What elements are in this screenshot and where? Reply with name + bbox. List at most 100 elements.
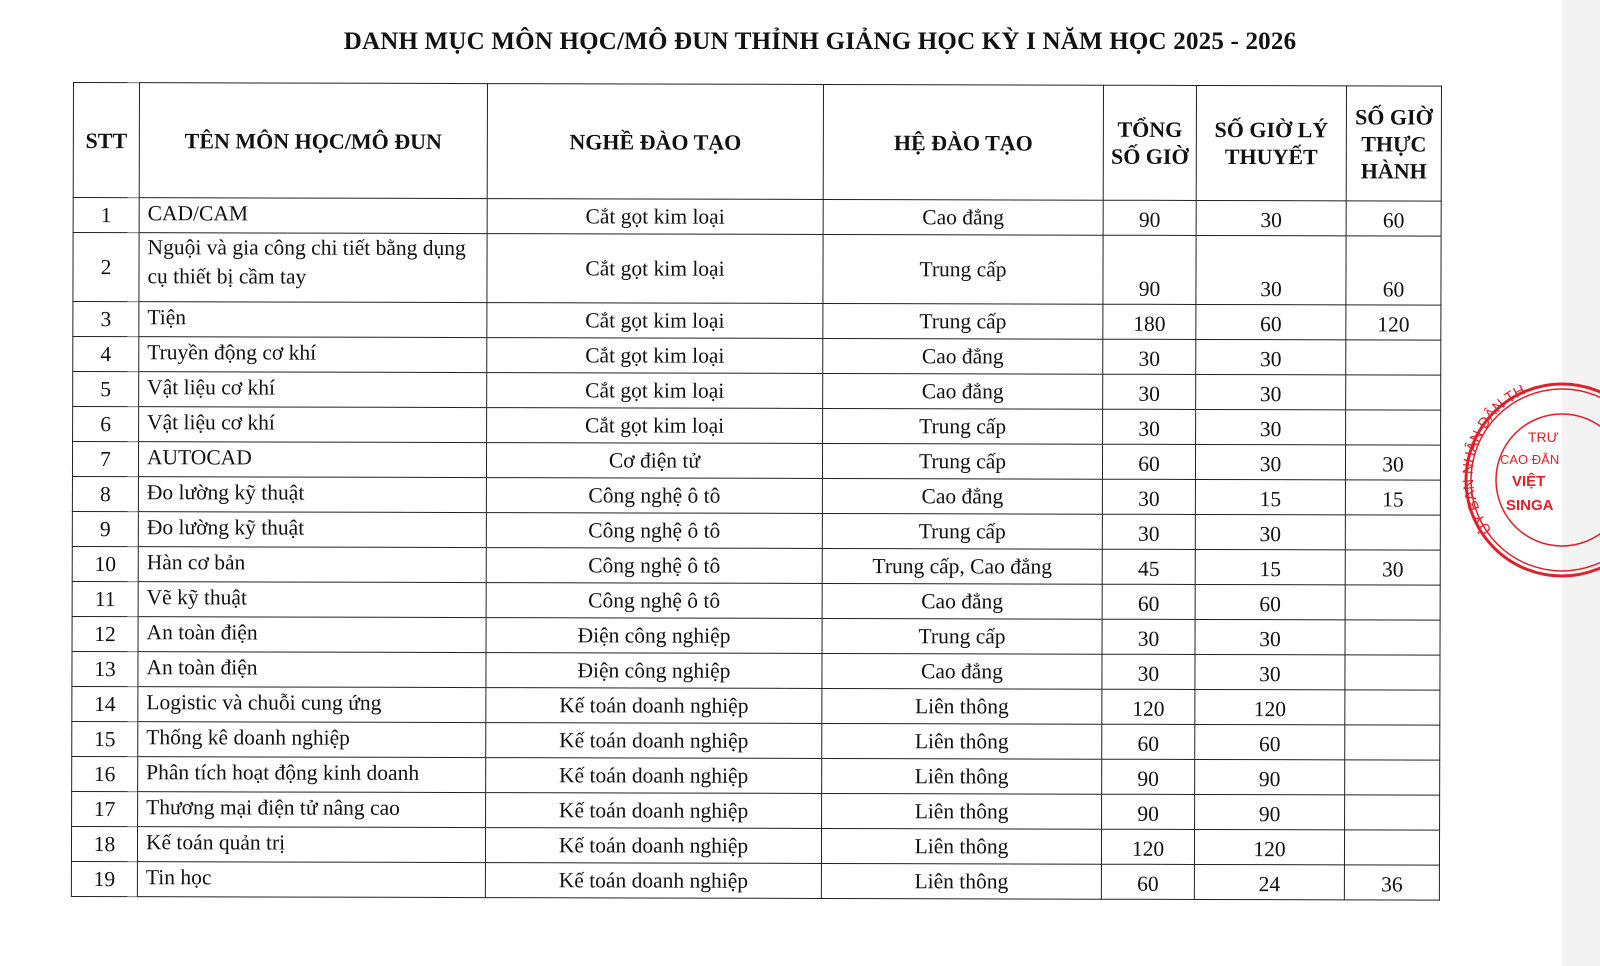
cell-total-hours: 30 [1102,479,1196,515]
cell-theory-hours: 30 [1195,339,1346,375]
cell-training-level: Liên thông [821,758,1102,795]
cell-row-number: 19 [71,861,138,897]
cell-total-hours: 90 [1103,200,1197,236]
table-row: 17 Thương mại điện tử nâng cao Kế toán doa… [71,791,1440,831]
cell-practice-hours [1345,409,1441,446]
cell-training-field: Công nghệ ô tô [486,477,823,514]
cell-training-field: Cơ điện tử [486,442,823,479]
cell-total-hours: 90 [1102,235,1197,305]
cell-theory-hours: 15 [1195,549,1346,585]
cell-theory-hours: 15 [1195,479,1346,515]
cell-training-level: Liên thông [821,828,1102,865]
header-practice-hours: SỐ GIỜ THỰC HÀNH [1346,85,1442,202]
table-row: 3 Tiện Cắt gọt kim loại Trung cấp 180 60 120 [72,301,1441,341]
cell-total-hours: 90 [1101,794,1195,830]
cell-row-number: 5 [72,371,139,407]
cell-subject-name: CAD/CAM [139,197,488,234]
cell-subject-name: Thương mại điện tử nâng cao [137,791,486,828]
cell-practice-hours: 120 [1345,304,1441,341]
table-row: 11 Vẽ kỹ thuật Công nghệ ô tô Cao đẳng 60 60 [72,581,1441,621]
cell-row-number: 13 [71,651,139,687]
cell-total-hours: 180 [1102,304,1196,340]
header-training-field: NGHỀ ĐÀO TẠO [487,83,824,200]
cell-training-field: Công nghệ ô tô [486,547,823,584]
cell-total-hours: 30 [1102,619,1196,655]
cell-training-level: Liên thông [821,688,1102,725]
official-stamp: ỦY BAN NHÂN DÂN TH TRƯ CAO ĐẲN VIỆT SING… [1462,382,1600,578]
cell-total-hours: 45 [1102,549,1196,585]
cell-training-field: Kế toán doanh nghiệp [485,757,822,794]
cell-theory-hours: 120 [1194,689,1345,725]
cell-training-field: Điện công nghiệp [485,652,823,689]
scan-edge [1562,0,1600,966]
cell-subject-name: Đo lường kỹ thuật [138,511,487,548]
cell-training-level: Trung cấp [822,618,1103,655]
cell-practice-hours [1345,514,1441,551]
cell-practice-hours [1344,724,1440,761]
cell-practice-hours [1344,759,1440,796]
cell-training-level: Liên thông [821,793,1102,830]
cell-total-hours: 60 [1101,864,1195,900]
cell-total-hours: 30 [1102,409,1196,445]
cell-row-number: 8 [72,476,139,512]
cell-row-number: 12 [72,616,139,652]
cell-training-field: Kế toán doanh nghiệp [485,792,822,829]
cell-subject-name: Đo lường kỹ thuật [138,476,487,513]
cell-subject-name: Thống kê doanh nghiệp [137,721,486,758]
cell-training-level: Cao đẳng [822,583,1103,620]
table-row: 14 Logistic và chuỗi cung ứng Kế toán doan… [71,686,1440,726]
cell-subject-name: Tiện [138,301,487,338]
cell-subject-name: AUTOCAD [138,441,487,478]
cell-row-number: 17 [71,791,138,827]
cell-row-number: 10 [72,546,139,582]
cell-total-hours: 30 [1102,514,1196,550]
cell-practice-hours [1344,829,1440,866]
cell-training-level: Trung cấp [822,408,1103,445]
table-row: 19 Tin học Kế toán doanh nghiệp Liên thông 6… [71,861,1440,901]
cell-total-hours: 60 [1102,444,1196,480]
cell-theory-hours: 30 [1195,444,1346,480]
cell-subject-name: An toàn điện [138,616,487,653]
table-row: 12 An toàn điện Điện công nghiệp Trung cấp 3… [72,616,1441,656]
cell-theory-hours: 30 [1196,200,1347,236]
cell-training-field: Cắt gọt kim loại [486,302,823,339]
table-row: 6 Vật liệu cơ khí Cắt gọt kim loại Trung cấ… [72,406,1441,446]
cell-theory-hours: 120 [1194,829,1345,865]
cell-theory-hours: 90 [1194,794,1345,830]
cell-training-field: Kế toán doanh nghiệp [485,862,822,899]
cell-training-level: Trung cấp [822,303,1103,340]
table-row: 8 Đo lường kỹ thuật Công nghệ ô tô Cao đẳng… [72,476,1441,516]
cell-theory-hours: 30 [1195,619,1346,655]
cell-theory-hours: 60 [1195,584,1346,620]
cell-total-hours: 120 [1101,689,1195,725]
cell-total-hours: 60 [1102,584,1196,620]
cell-theory-hours: 30 [1195,409,1346,445]
table-row: 13 An toàn điện Điện công nghiệp Cao đẳng 30… [71,651,1441,691]
stamp-line-2: CAO ĐẲN [1500,452,1559,467]
cell-row-number: 2 [72,232,140,302]
cell-practice-hours [1345,619,1441,656]
cell-training-field: Cắt gọt kim loại [486,407,823,444]
cell-training-level: Cao đẳng [821,653,1103,690]
cell-theory-hours: 30 [1194,654,1346,690]
cell-row-number: 6 [72,406,139,442]
cell-training-field: Công nghệ ô tô [486,512,823,549]
cell-row-number: 1 [73,197,140,233]
cell-row-number: 7 [72,441,139,477]
header-theory-hours: SỐ GIỜ LÝ THUYẾT [1196,85,1347,201]
cell-training-level: Cao đẳng [822,478,1103,515]
cell-subject-name: Truyền động cơ khí [138,336,487,373]
cell-practice-hours: 30 [1345,549,1441,586]
table-row: 16 Phân tích hoạt động kinh doanh Kế toán … [71,756,1440,796]
cell-row-number: 4 [72,336,139,372]
cell-training-level: Liên thông [821,723,1102,760]
cell-subject-name: Vẽ kỹ thuật [138,581,487,618]
table-row: 9 Đo lường kỹ thuật Công nghệ ô tô Trung cấ… [72,511,1441,551]
table-header-row: STT TÊN MÔN HỌC/MÔ ĐUN NGHỀ ĐÀO TẠO HỆ Đ… [73,82,1442,202]
cell-subject-name: Vật liệu cơ khí [138,406,487,443]
cell-practice-hours: 60 [1345,235,1442,306]
cell-practice-hours [1344,794,1440,831]
subject-table: STT TÊN MÔN HỌC/MÔ ĐUN NGHỀ ĐÀO TẠO HỆ Đ… [71,82,1442,901]
cell-training-level: Trung cấp [822,443,1103,480]
cell-row-number: 16 [71,756,138,792]
